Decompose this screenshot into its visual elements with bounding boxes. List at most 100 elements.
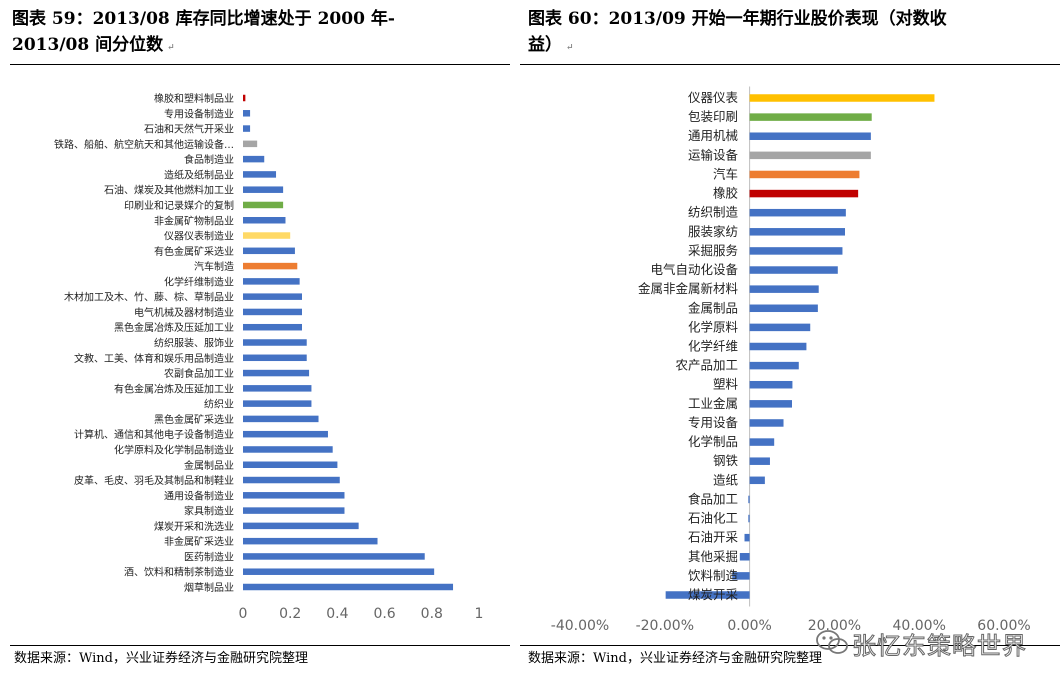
category-label: 石油化工 <box>688 511 738 526</box>
x-tick-label: 0 <box>239 606 248 622</box>
bar-12 <box>243 262 298 270</box>
bar-29 <box>243 522 359 530</box>
category-label: 化学纤维 <box>688 339 738 354</box>
left-chart-title: 图表 59：2013/08 库存同比增速处于 2000 年- 2013/08 间… <box>12 6 395 61</box>
bar-33 <box>243 583 454 591</box>
category-label: 纺织制造 <box>688 205 739 220</box>
category-label: 仪器仪表制造业 <box>164 230 234 243</box>
category-label: 农产品加工 <box>675 358 738 373</box>
bar-15 <box>243 308 302 316</box>
category-label: 电气自动化设备 <box>650 262 738 277</box>
category-label: 钢铁 <box>713 453 739 468</box>
bar-6 <box>243 171 277 178</box>
bar-11 <box>749 285 819 293</box>
bar-9 <box>243 217 286 224</box>
bar-8 <box>749 228 845 236</box>
x-tick-label: 20.00% <box>808 618 861 634</box>
bar-8 <box>243 201 284 209</box>
paragraph-mark-icon: ↵ <box>167 43 175 53</box>
category-label: 服装家纺 <box>688 224 738 239</box>
category-label: 计算机、通信和其他电子设备制造业 <box>74 428 234 441</box>
right-source-note: 数据来源：Wind，兴业证券经济与金融研究院整理 <box>528 651 822 666</box>
bar-22 <box>748 495 750 504</box>
bar-1 <box>243 94 246 102</box>
category-label: 电气机械及器材制造业 <box>134 306 234 319</box>
category-label: 黑色金属冶炼及压延加工业 <box>114 321 234 334</box>
category-label: 印刷业和记录媒介的复制 <box>124 199 234 212</box>
bar-28 <box>243 507 345 514</box>
bar-18 <box>243 354 307 362</box>
category-label: 化学原料 <box>688 319 739 334</box>
bar-20 <box>749 457 770 465</box>
category-label: 化学纤维制造业 <box>164 275 234 288</box>
category-label: 铁路、船舶、航空航天和其他运输设备… <box>54 138 234 151</box>
category-label: 橡胶 <box>713 186 738 201</box>
bar-6 <box>749 189 859 198</box>
category-label: 通用设备制造业 <box>164 489 234 502</box>
bar-23 <box>748 514 750 523</box>
bar-18 <box>749 419 784 427</box>
category-label: 其他采掘 <box>688 549 738 564</box>
bar-21 <box>749 476 765 485</box>
category-label: 医药制造业 <box>184 550 234 563</box>
bar-15 <box>749 361 799 370</box>
bar-16 <box>749 380 793 389</box>
x-tick-label: 1 <box>475 606 484 622</box>
category-label: 家具制造业 <box>184 505 234 518</box>
bar-21 <box>243 400 312 407</box>
bar-3 <box>243 125 251 132</box>
bar-27 <box>243 492 345 499</box>
category-label: 食品制造业 <box>184 153 234 166</box>
category-label: 饮料制造 <box>688 568 739 583</box>
category-label: 石油开采 <box>688 530 739 545</box>
x-tick-label: 60.00% <box>977 618 1030 634</box>
category-label: 橡胶和塑料制品业 <box>154 92 234 105</box>
bar-13 <box>243 278 300 285</box>
bar-17 <box>749 400 792 408</box>
bar-5 <box>243 155 265 163</box>
left-title-line2: 2013/08 间分位数 ↵ <box>12 32 395 61</box>
right-title-line2-text: 益） <box>528 35 562 55</box>
category-label: 石油、煤炭及其他燃料加工业 <box>104 184 234 197</box>
category-label: 采掘服务 <box>688 243 738 258</box>
bar-30 <box>243 537 378 545</box>
category-label: 造纸及纸制品业 <box>164 168 234 181</box>
bar-25 <box>739 553 750 561</box>
category-label: 造纸 <box>713 472 739 487</box>
bar-31 <box>243 553 425 560</box>
bar-11 <box>243 247 295 255</box>
bar-10 <box>243 232 291 239</box>
category-label: 煤炭开采 <box>688 587 739 602</box>
bar-4 <box>749 151 871 160</box>
right-title-line1: 图表 60：2013/09 开始一年期行业股价表现（对数收 <box>528 9 947 29</box>
category-label: 仪器仪表 <box>688 90 739 105</box>
category-label: 皮革、毛皮、羽毛及其制品和制鞋业 <box>74 474 234 487</box>
footer-divider-right <box>520 645 1060 646</box>
category-label: 酒、饮料和精制茶制造业 <box>124 566 234 579</box>
category-label: 黑色金属矿采选业 <box>154 413 234 426</box>
category-label: 文教、工美、体育和娱乐用品制造业 <box>74 352 234 365</box>
bar-24 <box>744 533 750 542</box>
bar-3 <box>749 132 871 140</box>
right-bar-chart: 仪器仪表包装印刷通用机械运输设备汽车橡胶纺织制造服装家纺采掘服务电气自动化设备金… <box>551 86 1031 634</box>
x-tick-label: 40.00% <box>893 618 946 634</box>
bar-2 <box>749 113 872 121</box>
bar-20 <box>243 385 312 392</box>
bar-32 <box>243 568 435 575</box>
category-label: 农副食品加工业 <box>164 367 234 380</box>
x-tick-label: 0.00% <box>727 618 771 634</box>
bar-7 <box>749 208 846 217</box>
x-tick-label: 0.8 <box>421 606 443 622</box>
bar-27 <box>665 591 750 599</box>
x-tick-label: -40.00% <box>551 618 609 634</box>
category-label: 有色金属冶炼及压延加工业 <box>114 382 234 395</box>
bar-14 <box>749 342 807 351</box>
category-label: 石油和天然气开采业 <box>144 123 234 136</box>
category-label: 塑料 <box>713 377 739 392</box>
category-label: 化学制品 <box>688 434 738 449</box>
right-title-line2: 益） ↵ <box>528 32 947 61</box>
category-label: 烟草制品业 <box>184 581 234 594</box>
bar-24 <box>243 446 333 453</box>
left-title-line1: 图表 59：2013/08 库存同比增速处于 2000 年- <box>12 9 395 29</box>
category-label: 工业金属 <box>688 396 738 411</box>
